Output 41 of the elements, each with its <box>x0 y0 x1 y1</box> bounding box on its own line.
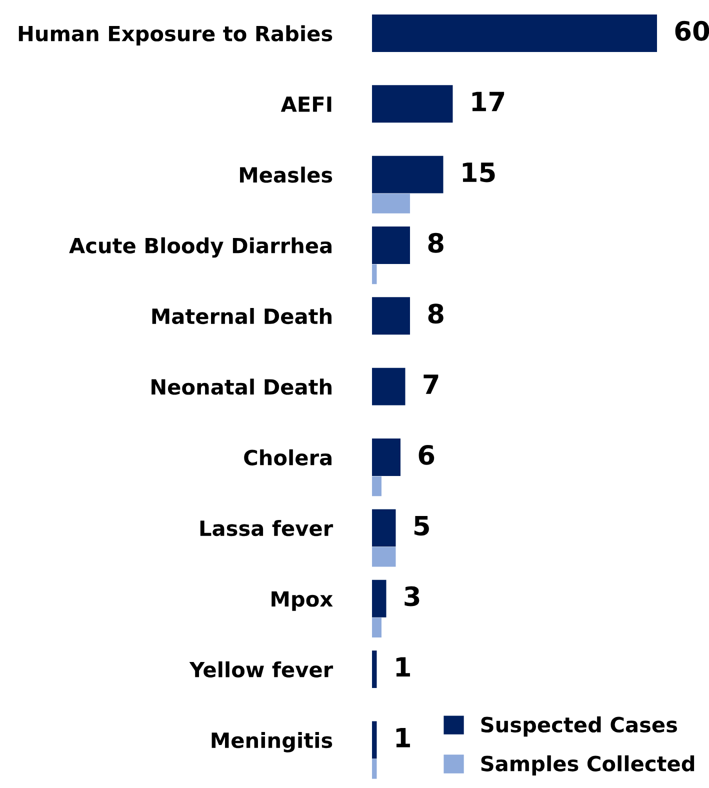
data-label: 15 <box>462 162 495 182</box>
bar <box>372 194 410 214</box>
bar <box>372 368 406 406</box>
legend-label: Suspected Cases <box>481 716 677 737</box>
data-label: 8 <box>428 304 444 324</box>
y-tick-label: Mpox <box>272 591 333 611</box>
bar <box>372 759 377 779</box>
bar <box>372 14 657 52</box>
data-label: 8 <box>428 232 444 253</box>
bar <box>372 509 396 547</box>
bar <box>372 438 400 476</box>
y-tick-label: AEFI <box>280 96 332 112</box>
y-tick-label: Acute Bloody Diarrhea <box>69 237 332 258</box>
data-label: 1 <box>396 657 410 677</box>
bar <box>372 580 386 618</box>
bar <box>372 85 453 123</box>
legend-label: Samples Collected <box>481 755 694 776</box>
data-label: 5 <box>414 516 429 536</box>
data-label: 60 <box>675 20 709 41</box>
y-tick-label: Neonatal Death <box>152 378 332 395</box>
bar <box>372 264 377 284</box>
y-tick-label: Maternal Death <box>152 308 332 324</box>
data-label: 1 <box>396 728 410 748</box>
bar <box>372 476 382 496</box>
y-tick-label: Yellow fever <box>189 661 334 678</box>
y-tick-label: Human Exposure to Rabies <box>18 25 332 46</box>
y-tick-label: Meningitis <box>212 732 332 752</box>
data-label: 7 <box>424 374 438 394</box>
bar <box>372 297 410 335</box>
data-label: 17 <box>472 92 504 112</box>
bar <box>372 650 377 688</box>
y-tick-label: Lassa fever <box>200 520 334 536</box>
data-label: 3 <box>404 586 420 606</box>
y-tick-label: Measles <box>240 166 332 183</box>
bar <box>372 721 377 759</box>
bar <box>372 226 410 264</box>
bar <box>372 618 382 638</box>
bar <box>372 547 396 567</box>
y-tick-label: Cholera <box>244 449 332 466</box>
data-label: 6 <box>418 444 434 465</box>
bar <box>372 156 444 194</box>
